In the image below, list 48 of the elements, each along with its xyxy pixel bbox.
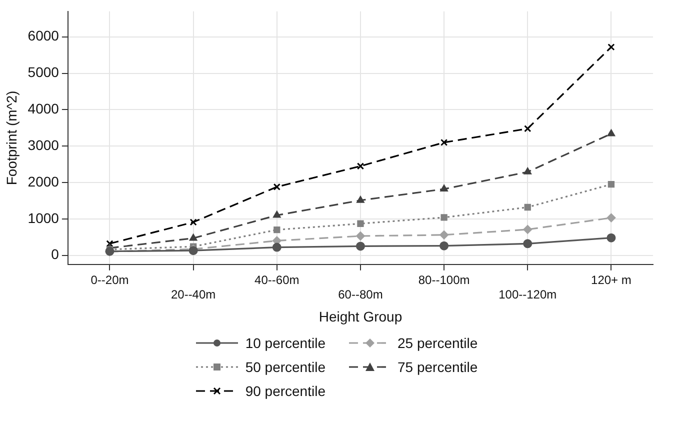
point xyxy=(274,226,280,234)
point xyxy=(440,184,448,192)
point xyxy=(440,241,449,250)
y-axis-title: Footprint (m^2) xyxy=(3,90,20,186)
x-axis-title: Height Group xyxy=(318,308,402,324)
legend-label: 25 percentile xyxy=(398,335,478,351)
point xyxy=(356,242,365,251)
point xyxy=(272,210,281,218)
point xyxy=(356,162,364,170)
point xyxy=(272,242,282,252)
point xyxy=(607,129,616,136)
point xyxy=(189,234,198,241)
point xyxy=(356,232,365,241)
x-tick-label: 40--60m xyxy=(254,272,300,287)
legend-label: 90 percentile xyxy=(245,383,326,399)
point xyxy=(523,239,532,248)
y-tick-label: 3000 xyxy=(28,136,60,153)
point xyxy=(524,204,531,211)
point xyxy=(608,180,615,188)
point xyxy=(606,233,616,242)
point xyxy=(106,240,114,248)
point xyxy=(524,125,532,132)
point xyxy=(606,213,616,222)
point xyxy=(608,43,615,51)
point xyxy=(190,218,197,226)
x-tick-label: 0--20m xyxy=(90,272,129,287)
y-tick-label: 5000 xyxy=(28,64,60,80)
y-tick-label: 0 xyxy=(51,246,60,262)
x-tick-label: 120+ m xyxy=(591,272,632,287)
point xyxy=(440,138,448,146)
legend-label: 75 percentile xyxy=(398,359,478,375)
point xyxy=(524,167,532,174)
legend-label: 10 percentile xyxy=(245,335,326,351)
y-tick-label: 2000 xyxy=(28,173,60,190)
x-tick-label: 20--40m xyxy=(170,287,216,302)
y-tick-label: 6000 xyxy=(28,28,60,44)
point xyxy=(440,214,448,221)
y-tick-label: 4000 xyxy=(28,100,60,117)
x-tick-label: 80--100m xyxy=(418,272,470,287)
y-tick-label: 1000 xyxy=(28,210,60,226)
x-tick-label: 60--80m xyxy=(338,287,383,302)
point xyxy=(523,224,532,234)
point xyxy=(356,196,364,203)
point xyxy=(440,230,449,240)
point xyxy=(357,220,364,227)
x-tick-label: 100--120m xyxy=(498,287,557,302)
point xyxy=(273,183,280,190)
legend-label: 50 percentile xyxy=(245,359,326,375)
